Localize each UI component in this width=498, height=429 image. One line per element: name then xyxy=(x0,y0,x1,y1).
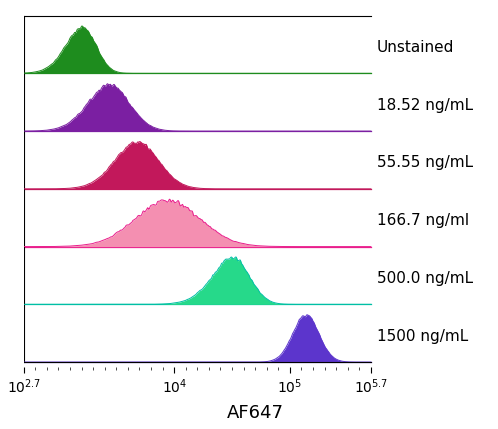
X-axis label: AF647: AF647 xyxy=(227,404,284,422)
Text: 1500 ng/mL: 1500 ng/mL xyxy=(376,329,468,344)
Text: 55.55 ng/mL: 55.55 ng/mL xyxy=(376,155,473,170)
Text: 18.52 ng/mL: 18.52 ng/mL xyxy=(376,98,473,113)
Text: 166.7 ng/ml: 166.7 ng/ml xyxy=(376,213,469,228)
Text: Unstained: Unstained xyxy=(376,40,454,55)
Text: 500.0 ng/mL: 500.0 ng/mL xyxy=(376,271,473,286)
